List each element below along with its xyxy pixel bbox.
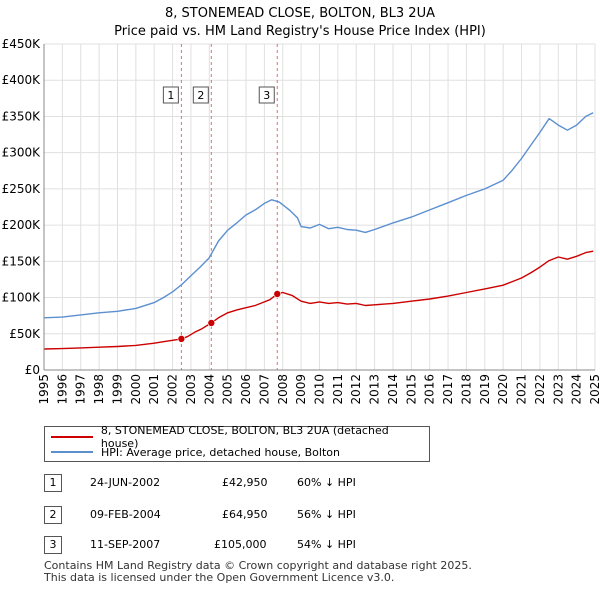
- transaction-date: 09-FEB-2004: [90, 508, 161, 521]
- x-tick-label: 2004: [202, 374, 216, 405]
- x-tick-label: 2003: [184, 374, 198, 405]
- legend-swatch-hpi: [51, 451, 93, 453]
- y-tick-label: £350K: [2, 109, 42, 123]
- sale-point: [273, 290, 282, 298]
- transaction-hpi-diff: 54% ↓ HPI: [297, 538, 356, 551]
- y-tick-label: £450K: [2, 37, 42, 51]
- x-tick-label: 2010: [313, 374, 327, 405]
- y-tick-label: £0: [25, 363, 40, 377]
- sale-marker-label: 2: [197, 89, 204, 102]
- transaction-hpi-diff: 60% ↓ HPI: [297, 476, 356, 489]
- sale-marker-box: [162, 86, 179, 104]
- transaction-price: £64,950: [222, 508, 268, 521]
- sale-marker-label: 1: [167, 89, 174, 102]
- transaction-number: 2: [44, 506, 62, 524]
- legend-label-hpi: HPI: Average price, detached house, Bolt…: [101, 445, 340, 459]
- x-tick-label: 2022: [533, 374, 547, 405]
- x-tick-label: 2006: [239, 374, 253, 405]
- y-tick-label: £200K: [2, 218, 42, 232]
- transaction-hpi-diff: 56% ↓ HPI: [297, 508, 356, 521]
- y-tick-label: £150K: [2, 254, 42, 268]
- x-tick-label: 2011: [331, 374, 345, 405]
- x-tick-label: 1996: [55, 374, 69, 405]
- chart-legend: 8, STONEMEAD CLOSE, BOLTON, BL3 2UA (det…: [44, 424, 430, 462]
- legend-item-property: 8, STONEMEAD CLOSE, BOLTON, BL3 2UA (det…: [51, 424, 429, 450]
- transaction-price: £105,000: [214, 538, 267, 551]
- x-tick-label: 2008: [276, 374, 290, 405]
- x-tick-label: 2000: [129, 374, 143, 405]
- x-tick-label: 2017: [441, 374, 455, 405]
- sale-marker-box: [258, 86, 275, 104]
- price-chart: £0 £50K £100K £150K £200K £250K £300K £350K £400…: [2, 37, 600, 405]
- x-tick-label: 2012: [349, 374, 363, 405]
- sale-marker-label: 3: [263, 89, 270, 102]
- y-tick-label: £50K: [9, 327, 41, 341]
- x-tick-label: 2020: [496, 374, 510, 405]
- x-tick-label: 2021: [515, 374, 529, 405]
- hpi-line: [43, 112, 594, 319]
- footer: Contains HM Land Registry data © Crown c…: [44, 560, 472, 584]
- transaction-number: 1: [44, 474, 62, 492]
- x-tick-label: 2014: [386, 374, 400, 405]
- y-tick-label: £400K: [2, 73, 42, 87]
- x-tick-label: 2009: [294, 374, 308, 405]
- footer-copyright: Contains HM Land Registry data © Crown c…: [44, 559, 472, 572]
- chart-title: 8, STONEMEAD CLOSE, BOLTON, BL3 2UA: [165, 6, 435, 21]
- legend-label-property: 8, STONEMEAD CLOSE, BOLTON, BL3 2UA (det…: [100, 424, 389, 450]
- x-tick-label: 2025: [588, 374, 600, 405]
- y-tick-label: £300K: [2, 146, 42, 160]
- transaction-date: 11-SEP-2007: [90, 538, 161, 551]
- legend-item-hpi: HPI: Average price, detached house, Bolt…: [51, 445, 340, 459]
- x-tick-label: 1997: [74, 374, 88, 405]
- x-tick-label: 2024: [570, 374, 584, 405]
- x-tick-label: 1999: [110, 374, 124, 405]
- footer-licence: This data is licensed under the Open Gov…: [44, 571, 395, 584]
- x-tick-label: 2001: [147, 374, 161, 405]
- sale-point: [177, 335, 186, 343]
- x-tick-label: 2005: [221, 374, 235, 405]
- x-tick-label: 1998: [92, 374, 106, 405]
- sale-marker-box: [192, 86, 209, 104]
- legend-swatch-property: [51, 436, 93, 438]
- transaction-number: 3: [44, 536, 62, 554]
- y-tick-label: £100K: [2, 291, 42, 305]
- x-tick-label: 1995: [37, 374, 51, 405]
- transaction-date: 24-JUN-2002: [90, 476, 161, 489]
- x-tick-label: 2015: [404, 374, 418, 405]
- y-tick-label: £250K: [2, 182, 42, 196]
- x-tick-label: 2002: [166, 374, 180, 405]
- chart-subtitle: Price paid vs. HM Land Registry's House …: [114, 24, 486, 39]
- x-tick-label: 2019: [478, 374, 492, 405]
- x-tick-label: 2016: [423, 374, 437, 405]
- transaction-price: £42,950: [222, 476, 268, 489]
- property-price-line: [43, 250, 594, 350]
- x-tick-label: 2018: [459, 374, 473, 405]
- sale-point: [207, 319, 216, 327]
- x-tick-label: 2023: [551, 374, 565, 405]
- x-tick-label: 2013: [368, 374, 382, 405]
- x-tick-label: 2007: [257, 374, 271, 405]
